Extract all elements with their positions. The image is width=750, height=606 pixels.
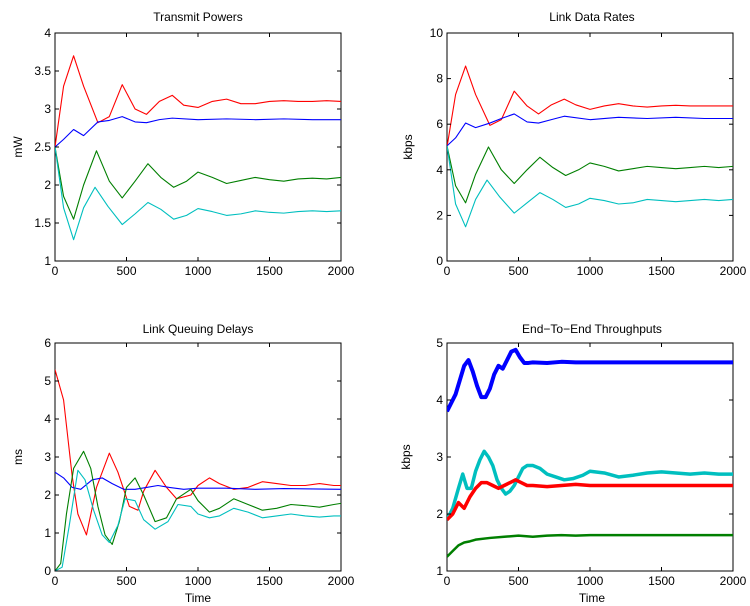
- chart-title: End−To−End Throughputs: [522, 322, 662, 336]
- y-tick-label: 3: [44, 450, 51, 464]
- y-tick-label: 5: [436, 336, 443, 350]
- x-tick-label: 1500: [648, 264, 675, 278]
- y-tick-label: 0: [44, 564, 51, 578]
- series-line-red: [447, 65, 733, 148]
- x-tick-label: 0: [444, 264, 451, 278]
- chart-transmit-powers: Transmit Powers mW 0 500 1000 1500 2000 1 1.5 2…: [11, 10, 355, 278]
- x-tick-label: 1000: [577, 574, 604, 588]
- series-line-cyan: [55, 146, 341, 241]
- y-tick-label: 6: [436, 117, 443, 131]
- y-tick-label: 4: [44, 26, 51, 40]
- series-line-green: [447, 533, 733, 558]
- x-tick-label: 500: [508, 264, 528, 278]
- y-tick-label: 3: [436, 450, 443, 464]
- chart-link-queuing-delays: Link Queuing Delays ms Time 0 500 1000 1500…: [11, 322, 355, 605]
- plot-area: 0 500 1000 1500 2000 1 2 3 4 5: [436, 336, 746, 588]
- series-line-blue: [447, 347, 733, 413]
- chart-link-data-rates: Link Data Rates kbps 0 500 1000 1500 2000 0 2 4…: [401, 10, 747, 278]
- chart-title: Transmit Powers: [153, 10, 243, 24]
- axes-box: [446, 32, 734, 262]
- axes-box: [54, 32, 342, 262]
- y-tick-label: 2: [44, 488, 51, 502]
- y-axis-label: ms: [11, 449, 25, 465]
- y-axis-label: kbps: [399, 444, 413, 469]
- y-axis-label: kbps: [401, 134, 415, 159]
- x-tick-label: 2000: [720, 574, 747, 588]
- y-tick-label: 4: [44, 412, 51, 426]
- x-tick-label: 1500: [256, 264, 283, 278]
- x-tick-label: 500: [116, 574, 136, 588]
- x-tick-label: 0: [52, 574, 59, 588]
- y-tick-label: 10: [430, 26, 444, 40]
- y-tick-label: 3: [44, 102, 51, 116]
- series-line-blue: [55, 116, 341, 148]
- x-tick-label: 1500: [256, 574, 283, 588]
- x-tick-label: 0: [444, 574, 451, 588]
- x-tick-label: 1500: [648, 574, 675, 588]
- y-tick-label: 4: [436, 163, 443, 177]
- x-tick-label: 1000: [185, 574, 212, 588]
- y-tick-label: 4: [436, 393, 443, 407]
- plot-area: 0 500 1000 1500 2000 1 1.5 2 2.5 3 3.5 4: [34, 26, 354, 278]
- x-tick-label: 500: [508, 574, 528, 588]
- x-tick-label: 0: [52, 264, 59, 278]
- y-tick-label: 2: [436, 208, 443, 222]
- chart-end-to-end-throughputs: End−To−End Throughputs kbps Time 0 500 100…: [399, 322, 747, 605]
- axes-box: [54, 342, 342, 572]
- y-tick-label: 2: [436, 507, 443, 521]
- x-tick-label: 500: [116, 264, 136, 278]
- y-tick-label: 8: [436, 72, 443, 86]
- y-tick-label: 1: [44, 254, 51, 268]
- x-tick-label: 2000: [328, 574, 355, 588]
- x-tick-label: 2000: [328, 264, 355, 278]
- series-line-cyan: [447, 145, 733, 228]
- series-line-green: [55, 146, 341, 220]
- series-line-cyan: [55, 469, 341, 571]
- series-line-green: [55, 450, 341, 571]
- x-tick-label: 2000: [720, 264, 747, 278]
- y-axis-label: mW: [11, 136, 25, 158]
- y-tick-label: 6: [44, 336, 51, 350]
- chart-title: Link Queuing Delays: [143, 322, 254, 336]
- y-tick-label: 1: [44, 526, 51, 540]
- y-tick-label: 2: [44, 178, 51, 192]
- chart-title: Link Data Rates: [549, 10, 634, 24]
- series-line-cyan: [447, 449, 733, 521]
- plot-area: 0 500 1000 1500 2000 0 2 4 6 8 10: [430, 26, 747, 278]
- axes-box: [446, 342, 734, 572]
- y-tick-label: 2.5: [34, 140, 51, 154]
- x-axis-label: Time: [185, 591, 212, 605]
- x-axis-label: Time: [579, 591, 606, 605]
- y-tick-label: 1.5: [34, 216, 51, 230]
- series-line-green: [447, 145, 733, 204]
- series-line-blue: [447, 113, 733, 147]
- y-tick-label: 1: [436, 564, 443, 578]
- series-line-red: [447, 478, 733, 521]
- y-tick-label: 3.5: [34, 64, 51, 78]
- x-tick-label: 1000: [577, 264, 604, 278]
- plot-area: 0 500 1000 1500 2000 0 1 2 3 4 5 6: [44, 336, 354, 588]
- y-tick-label: 0: [436, 254, 443, 268]
- y-tick-label: 5: [44, 374, 51, 388]
- series-line-blue: [55, 471, 341, 490]
- x-tick-label: 1000: [185, 264, 212, 278]
- series-line-red: [55, 55, 341, 148]
